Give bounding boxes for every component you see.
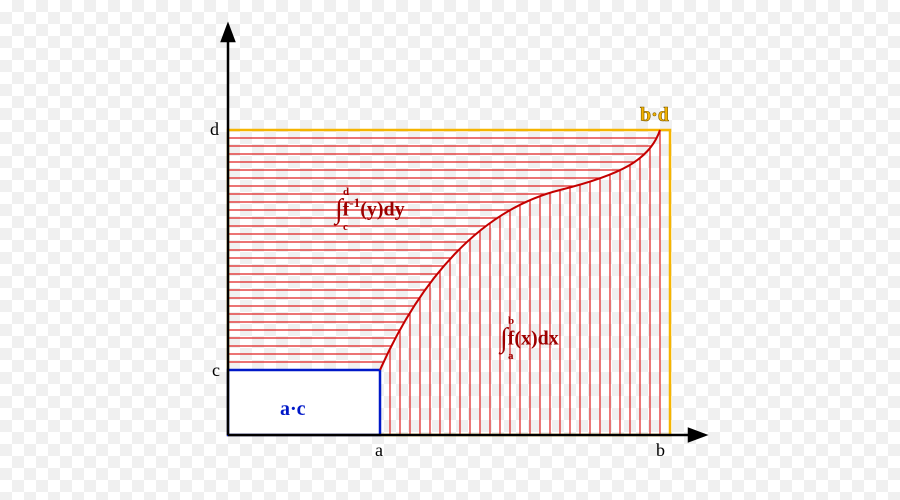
int-finv-body2: (y)dy	[360, 199, 404, 221]
diagram-svg	[0, 0, 900, 500]
label-integral-fx: b ∫ a f(x)dx	[500, 325, 559, 353]
label-d: d	[210, 119, 219, 140]
label-a: a	[375, 440, 383, 461]
int-fx-lower: a	[508, 351, 514, 362]
label-b: b	[656, 440, 665, 461]
int-fx-upper: b	[508, 316, 514, 327]
label-integral-finv: d ∫ c f-1(y)dy	[335, 195, 405, 224]
int-finv-upper: d	[343, 187, 349, 198]
int-finv-sup: -1	[349, 195, 360, 210]
int-fx-body: f(x)dx	[508, 328, 559, 350]
int-finv-symbol: ∫	[335, 194, 343, 225]
label-b-dot-d: b·d	[640, 104, 669, 127]
label-c: c	[212, 360, 220, 381]
x-axis-arrow	[689, 429, 705, 441]
y-axis-arrow	[222, 25, 234, 41]
int-finv-lower: c	[343, 222, 348, 233]
label-a-dot-c: a·c	[280, 398, 306, 421]
int-fx-symbol: ∫	[500, 323, 508, 354]
